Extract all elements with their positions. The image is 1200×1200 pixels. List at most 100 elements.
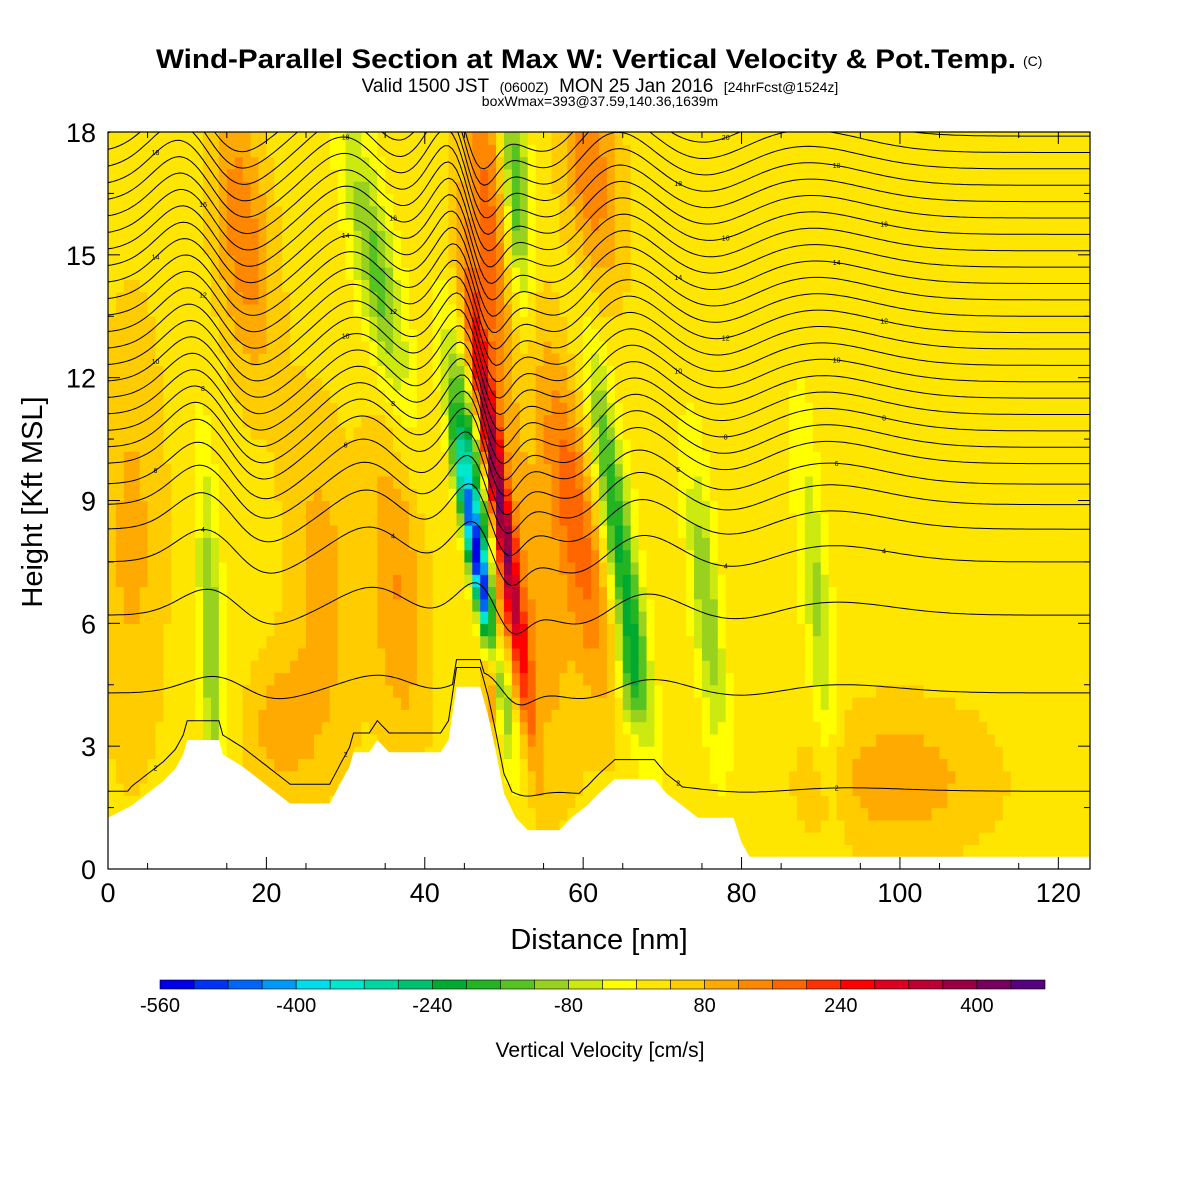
w-cell xyxy=(242,574,252,588)
w-cell xyxy=(282,488,291,502)
w-cell xyxy=(591,709,600,723)
w-cell xyxy=(408,647,418,661)
w-cell xyxy=(337,475,347,489)
w-cell xyxy=(963,488,972,502)
w-cell xyxy=(733,623,743,637)
w-cell xyxy=(694,746,703,760)
w-cell xyxy=(108,512,117,526)
w-cell xyxy=(860,463,869,477)
w-cell xyxy=(892,807,901,821)
w-cell xyxy=(1018,439,1028,452)
w-cell xyxy=(860,426,869,440)
w-cell xyxy=(773,770,782,784)
w-cell xyxy=(210,402,220,416)
w-cell xyxy=(551,623,560,637)
w-cell xyxy=(884,672,893,686)
w-cell xyxy=(290,377,299,391)
w-cell xyxy=(416,684,426,698)
w-cell xyxy=(717,758,727,772)
w-cell xyxy=(511,672,521,686)
w-cell xyxy=(1066,512,1075,526)
w-cell xyxy=(519,684,529,698)
w-cell xyxy=(868,549,877,563)
w-cell xyxy=(385,512,394,526)
w-cell xyxy=(622,451,632,465)
w-cell xyxy=(812,795,822,809)
w-cell xyxy=(1026,611,1036,624)
w-cell xyxy=(155,439,165,452)
w-cell xyxy=(456,500,465,514)
w-cell xyxy=(139,561,149,575)
w-cell xyxy=(266,721,275,735)
w-cell xyxy=(115,365,125,379)
w-cell xyxy=(1002,598,1012,612)
w-cell xyxy=(567,623,576,637)
w-cell xyxy=(559,451,568,465)
w-cell xyxy=(543,623,553,637)
w-cell xyxy=(353,561,363,575)
w-cell xyxy=(123,463,133,477)
w-cell xyxy=(551,475,560,489)
w-cell xyxy=(892,598,901,612)
w-cell xyxy=(923,697,933,710)
w-cell xyxy=(1074,758,1083,772)
w-cell xyxy=(234,746,244,760)
w-cell xyxy=(115,795,125,809)
w-cell xyxy=(258,709,267,723)
w-cell xyxy=(226,684,236,698)
w-cell xyxy=(250,660,260,674)
w-cell xyxy=(139,746,149,760)
w-cell xyxy=(274,746,283,760)
w-cell xyxy=(321,770,331,784)
w-cell xyxy=(1042,549,1051,563)
w-cell xyxy=(115,770,125,784)
w-cell xyxy=(258,525,267,538)
w-cell xyxy=(606,635,616,649)
w-cell xyxy=(496,488,505,502)
w-cell xyxy=(670,488,679,502)
w-cell xyxy=(488,525,497,538)
w-cell xyxy=(1074,402,1083,416)
w-cell xyxy=(686,537,695,551)
w-cell xyxy=(559,525,568,538)
w-cell xyxy=(203,549,212,563)
w-cell xyxy=(979,500,988,514)
w-cell xyxy=(298,635,307,649)
w-cell xyxy=(599,770,608,784)
w-cell xyxy=(258,475,267,489)
w-cell xyxy=(369,414,378,428)
w-cell xyxy=(694,488,703,502)
w-cell xyxy=(408,635,418,649)
w-cell xyxy=(1082,819,1090,833)
w-cell xyxy=(820,426,830,440)
w-cell xyxy=(1050,832,1059,846)
w-cell xyxy=(511,439,521,452)
w-cell xyxy=(1042,697,1051,710)
w-cell xyxy=(789,463,798,477)
w-cell xyxy=(321,697,331,710)
w-cell xyxy=(765,807,774,821)
w-cell xyxy=(290,365,299,379)
w-cell xyxy=(424,500,434,514)
w-cell xyxy=(131,463,141,477)
w-cell xyxy=(804,672,814,686)
w-cell xyxy=(971,512,980,526)
w-cell xyxy=(535,721,545,735)
w-cell xyxy=(836,819,846,833)
w-cell xyxy=(979,451,988,465)
w-cell xyxy=(907,598,917,612)
w-cell xyxy=(575,439,584,452)
w-cell xyxy=(828,611,838,624)
w-cell xyxy=(337,488,347,502)
w-cell xyxy=(638,758,648,772)
w-cell xyxy=(385,500,394,514)
w-cell xyxy=(488,684,497,698)
w-cell xyxy=(567,807,576,821)
w-cell xyxy=(290,709,299,723)
w-cell xyxy=(899,611,909,624)
w-cell xyxy=(329,549,339,563)
w-cell xyxy=(575,475,584,489)
w-cell xyxy=(836,807,846,821)
w-cell xyxy=(551,783,560,796)
w-cell xyxy=(876,574,885,588)
